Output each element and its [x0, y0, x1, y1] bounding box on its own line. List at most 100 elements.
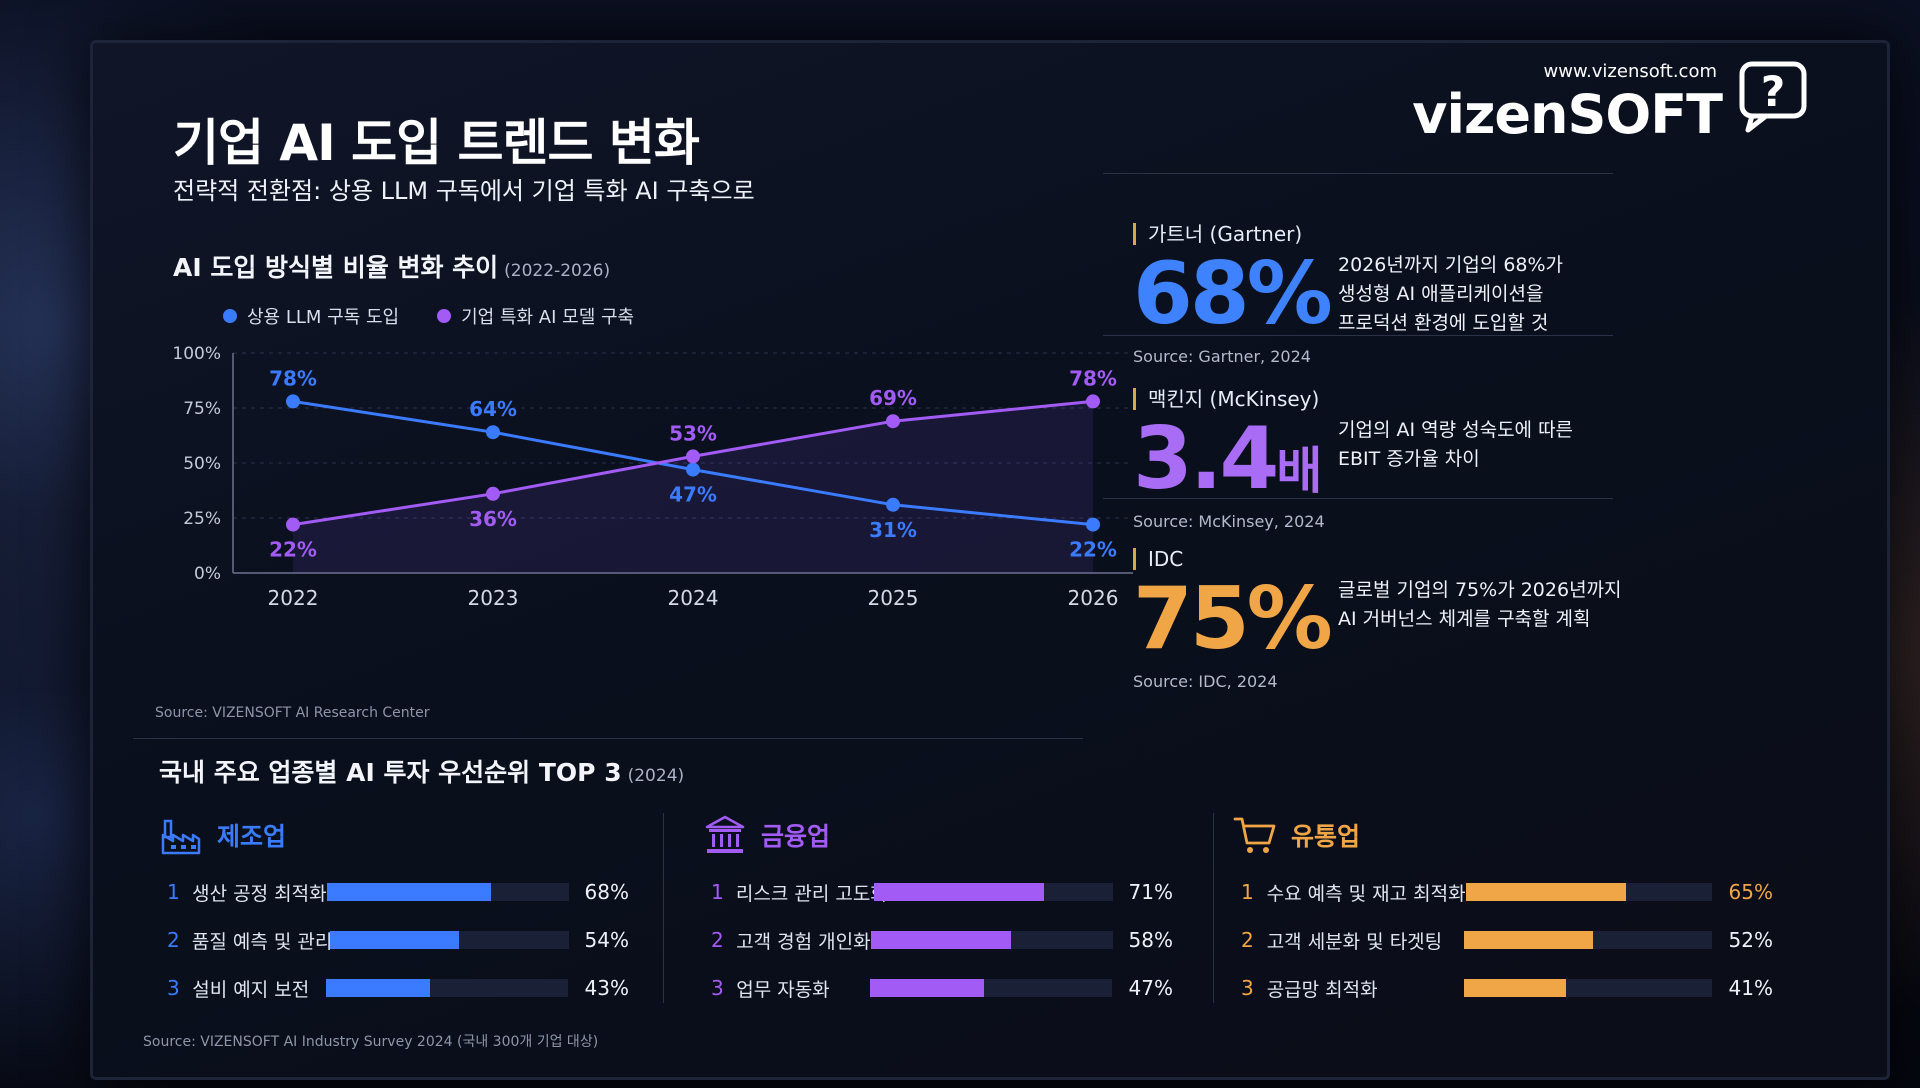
svg-text:?: ?: [1761, 67, 1785, 116]
chart-title: AI 도입 방식별 비율 변화 추이 (2022-2026): [173, 253, 611, 282]
data-point: [286, 517, 300, 532]
bar-fill: [326, 979, 431, 997]
stat-divider-1: [1103, 335, 1613, 336]
chart-range: (2022-2026): [504, 261, 611, 281]
x-tick-label: 2024: [668, 586, 719, 610]
y-tick-label: 75%: [183, 399, 221, 419]
data-label: 78%: [1069, 366, 1117, 390]
stat-value: 68%: [1133, 244, 1333, 344]
rank: 2: [711, 928, 724, 952]
stat-gartner: 가트너 (Gartner) 68% 2026년까지 기업의 68%가 생성형 AI…: [1133, 223, 1633, 366]
industry-finance: 금융업 1 리스크 관리 고도화 71% 2 고객 경험 개인화 58% 3 업…: [703, 813, 1173, 1001]
item-label: 수요 예측 및 재고 최적화: [1266, 882, 1466, 905]
industry-row: 1 수요 예측 및 재고 최적화 65%: [1233, 879, 1773, 905]
bar-track: [1464, 931, 1712, 949]
industry-name: 제조업: [217, 822, 287, 851]
data-label: 36%: [469, 507, 517, 531]
item-percent: 65%: [1728, 880, 1773, 904]
data-point: [686, 462, 700, 477]
bar-track: [870, 979, 1113, 997]
survey-source: Source: VIZENSOFT AI Industry Survey 202…: [143, 1034, 599, 1050]
x-tick-label: 2022: [268, 586, 319, 610]
legend-dot-llm: [223, 309, 237, 323]
data-label: 53%: [669, 421, 717, 445]
stat-divider-top: [1103, 173, 1613, 174]
data-label: 64%: [469, 397, 517, 421]
chart-source: Source: VIZENSOFT AI Research Center: [155, 705, 430, 721]
legend-item-custom-ai: 기업 특화 AI 모델 구축: [437, 303, 634, 329]
stat-description: 글로벌 기업의 75%가 2026년까지 AI 거버넌스 체계를 구축할 계획: [1338, 579, 1622, 630]
rank: 2: [167, 928, 180, 952]
item-percent: 41%: [1728, 976, 1773, 1000]
y-tick-label: 50%: [183, 454, 221, 474]
industries-title: 국내 주요 업종별 AI 투자 우선순위 TOP 3 (2024): [159, 758, 685, 787]
item-label: 고객 세분화 및 타겟팅: [1266, 930, 1443, 953]
stat-source: Source: Gartner, 2024: [1133, 347, 1311, 366]
data-point: [886, 414, 900, 429]
y-tick-label: 100%: [172, 344, 221, 364]
dashboard-screen: 기업 AI 도입 트렌드 변화 전략적 전환점: 상용 LLM 구독에서 기업 …: [90, 40, 1890, 1080]
industry-row: 2 품질 예측 및 관리 54%: [159, 927, 629, 953]
industry-row: 3 업무 자동화 47%: [703, 975, 1173, 1001]
y-tick-label: 0%: [194, 564, 221, 584]
data-label: 31%: [869, 518, 917, 542]
stat-source: Source: IDC, 2024: [1133, 672, 1278, 691]
brand-logo: vizenSOFT: [1412, 83, 1723, 146]
bar-track: [326, 883, 569, 901]
stat-source: Source: McKinsey, 2024: [1133, 512, 1325, 531]
bar-fill: [870, 979, 984, 997]
industry-row: 1 리스크 관리 고도화 71%: [703, 879, 1173, 905]
page-subtitle: 전략적 전환점: 상용 LLM 구독에서 기업 특화 AI 구축으로: [173, 177, 755, 205]
item-percent: 54%: [584, 928, 629, 952]
bar-track: [1464, 979, 1712, 997]
stat-description: 기업의 AI 역량 성숙도에 따른 EBIT 증가율 차이: [1338, 419, 1574, 470]
rank: 3: [711, 976, 724, 1000]
stat-value: 3.4배: [1133, 409, 1323, 509]
bar-track: [326, 979, 569, 997]
chart-legend: 상용 LLM 구독 도입 기업 특화 AI 모델 구축: [223, 303, 634, 329]
item-label: 업무 자동화: [736, 978, 830, 1001]
page-title: 기업 AI 도입 트렌드 변화: [173, 114, 700, 172]
bar-fill: [1464, 931, 1593, 949]
x-tick-label: 2026: [1068, 586, 1119, 610]
industry-row: 3 설비 예지 보전 43%: [159, 975, 629, 1001]
legend-dot-custom-ai: [437, 309, 452, 323]
column-divider: [1213, 813, 1214, 1003]
industry-header: 유통업: [1233, 813, 1773, 857]
line-chart: 0% 25% 50% 75% 100% 2022 2023 2024 2025 2026 78% 64…: [172, 344, 1133, 610]
data-label: 22%: [1069, 538, 1117, 562]
stat-value: 75%: [1133, 569, 1333, 669]
item-percent: 68%: [584, 880, 629, 904]
industry-row: 1 생산 공정 최적화 68%: [159, 879, 629, 905]
legend-label-llm: 상용 LLM 구독 도입: [247, 307, 400, 328]
x-tick-label: 2023: [468, 586, 519, 610]
data-point: [486, 425, 500, 440]
bar-track: [870, 931, 1113, 949]
rank: 1: [167, 880, 180, 904]
item-label: 고객 경험 개인화: [736, 930, 871, 953]
data-point: [1086, 517, 1100, 532]
bar-track: [329, 931, 570, 949]
series-area-custom-ai: [293, 401, 1093, 573]
brand-url[interactable]: www.vizensoft.com: [1543, 61, 1717, 82]
stat-mckinsey: 맥킨지 (McKinsey) 3.4배 기업의 AI 역량 성숙도에 따른 EBI…: [1133, 388, 1633, 531]
speech-bubble-question-icon: ?: [1739, 61, 1807, 133]
rank: 1: [711, 880, 724, 904]
rank: 3: [1241, 976, 1254, 1000]
rank: 1: [1241, 880, 1254, 904]
industries-year: (2024): [627, 766, 685, 786]
item-label: 품질 예측 및 관리: [191, 930, 333, 953]
section-divider: [133, 738, 1083, 739]
data-point: [286, 394, 300, 409]
data-label: 47%: [669, 483, 717, 507]
data-label: 78%: [269, 366, 317, 390]
column-divider: [663, 813, 664, 1003]
bar-track: [873, 883, 1114, 901]
bar-fill: [873, 883, 1044, 901]
stat-description: 2026년까지 기업의 68%가 생성형 AI 애플리케이션을 프로덕션 환경에 도…: [1338, 254, 1564, 334]
industry-manufacturing: 제조업 1 생산 공정 최적화 68% 2 품질 예측 및 관리 54% 3 설…: [159, 813, 629, 1001]
stat-label: 가트너 (Gartner): [1133, 223, 1633, 245]
item-percent: 43%: [584, 976, 629, 1000]
bar-fill: [326, 883, 492, 901]
bar-fill: [1464, 979, 1566, 997]
